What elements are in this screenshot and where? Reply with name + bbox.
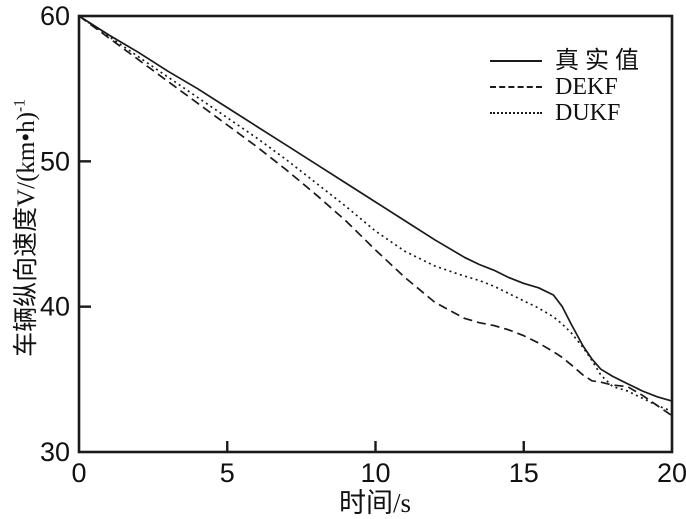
series-line-dashed bbox=[78, 15, 673, 417]
x-tick-label: 0 bbox=[71, 458, 86, 488]
x-tick-label: 15 bbox=[509, 458, 539, 488]
x-tick-label: 10 bbox=[360, 458, 390, 488]
series-line-dotted bbox=[78, 15, 673, 413]
legend-item: DUKF bbox=[490, 100, 639, 126]
legend-label: DUKF bbox=[555, 100, 621, 126]
legend: 真 实 值 DEKF DUKF bbox=[490, 48, 639, 126]
y-axis-label: 车辆纵向速度V/(km•h)-1 bbox=[6, 99, 42, 357]
legend-item: 真 实 值 bbox=[490, 48, 639, 74]
series-line-solid bbox=[78, 15, 673, 402]
legend-swatch-dotted bbox=[490, 112, 542, 114]
series-lines bbox=[78, 15, 673, 417]
y-axis-label-exponent: -1 bbox=[11, 99, 29, 113]
plot-frame bbox=[77, 14, 674, 454]
y-tick-label: 30 bbox=[40, 437, 70, 467]
axes: 0 5 10 15 20 30 40 50 60 bbox=[40, 1, 686, 488]
legend-item: DEKF bbox=[490, 74, 639, 100]
x-axis-label: 时间/s bbox=[338, 488, 412, 518]
legend-swatch-solid bbox=[490, 60, 542, 62]
y-tick-label: 50 bbox=[40, 146, 70, 176]
x-tick-label: 5 bbox=[220, 458, 235, 488]
y-tick-label: 60 bbox=[40, 1, 70, 31]
y-tick-label: 40 bbox=[40, 292, 70, 322]
legend-label: 真 实 值 bbox=[555, 48, 639, 74]
legend-label: DEKF bbox=[555, 74, 618, 100]
legend-swatch-dashed bbox=[490, 86, 542, 88]
x-tick-label: 20 bbox=[657, 458, 686, 488]
y-axis-label-text: 车辆纵向速度V/(km•h) bbox=[13, 112, 40, 357]
